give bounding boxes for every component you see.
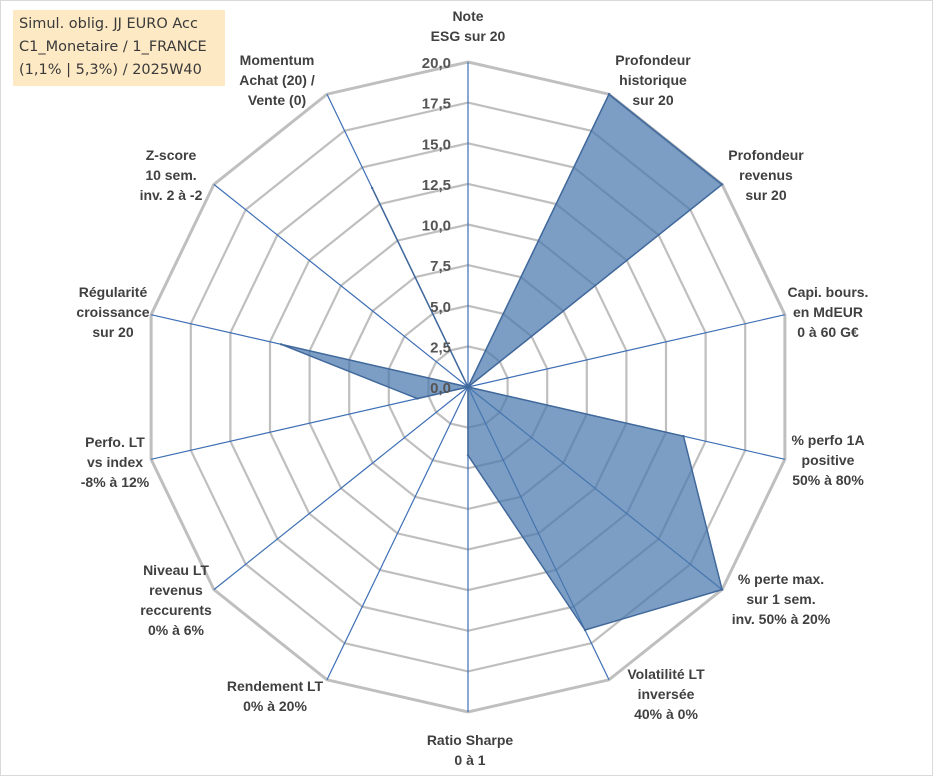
axis-label-line: Régularité bbox=[79, 284, 148, 300]
axis-spoke bbox=[150, 386, 469, 460]
axis-label-line: Capi. bours. bbox=[788, 284, 869, 300]
axis-label-line: -8% à 12% bbox=[81, 474, 150, 490]
axis-label-line: % perte max. bbox=[738, 571, 824, 587]
axis-label: % perfo 1A positive 50% à 80% bbox=[791, 432, 864, 488]
axis-label-line: sur 20 bbox=[92, 324, 133, 340]
axis-label: Perfo. LT vs index -8% à 12% bbox=[81, 434, 150, 490]
axis-label-line: 40% à 0% bbox=[634, 706, 698, 722]
axis-spoke bbox=[213, 386, 469, 591]
info-line-category: C1_Monetaire / 1_FRANCE bbox=[19, 39, 207, 55]
tick-label: 5,0 bbox=[430, 299, 451, 316]
tick-label: 2,5 bbox=[430, 339, 451, 356]
axis-spoke bbox=[326, 386, 469, 681]
axis-label-line: Achat (20) / bbox=[239, 72, 315, 88]
data-point bbox=[279, 343, 283, 346]
info-line-fund: Simul. oblig. JJ EURO Acc bbox=[19, 16, 198, 32]
axis-label-line: 0 à 1 bbox=[454, 752, 485, 768]
radar-tick-labels: 0,0 2,5 5,0 7,5 10,0 12,5 15,0 17,5 20,0 bbox=[422, 55, 451, 397]
axis-label: Niveau LT revenus reccurents 0% à 6% bbox=[140, 562, 212, 638]
axis-label-line: historique bbox=[619, 72, 687, 88]
axis-label-line: inv. 2 à -2 bbox=[140, 187, 203, 203]
axis-label-line: sur 20 bbox=[632, 92, 673, 108]
axis-label: Volatilité LT inversée 40% à 0% bbox=[627, 666, 705, 722]
axis-label-line: 0% à 6% bbox=[148, 622, 205, 638]
axis-label: Rendement LT 0% à 20% bbox=[227, 678, 324, 714]
data-point bbox=[466, 385, 470, 389]
data-point bbox=[720, 183, 724, 186]
data-point bbox=[466, 454, 470, 457]
axis-label-line: 0 à 60 G€ bbox=[797, 324, 859, 340]
radar-series bbox=[279, 93, 724, 632]
data-point bbox=[682, 435, 685, 438]
axis-label: Profondeur historique sur 20 bbox=[615, 52, 691, 108]
axis-label: Régularité croissance sur 20 bbox=[76, 284, 149, 340]
axis-label: Z-score 10 sem. inv. 2 à -2 bbox=[140, 147, 203, 203]
axis-label-line: sur 1 sem. bbox=[746, 591, 815, 607]
axis-label-line: ESG sur 20 bbox=[431, 28, 506, 44]
data-point bbox=[583, 628, 587, 632]
axis-label-line: Perfo. LT bbox=[85, 434, 145, 450]
tick-label: 20,0 bbox=[422, 55, 451, 72]
axis-label-line: inversée bbox=[638, 686, 695, 702]
axis-label-line: 0% à 20% bbox=[243, 698, 307, 714]
axis-label-line: 50% à 80% bbox=[792, 472, 864, 488]
data-point bbox=[607, 93, 611, 96]
axis-spoke bbox=[213, 183, 469, 388]
axis-label-line: croissance bbox=[76, 304, 149, 320]
axis-label-line: Note bbox=[452, 8, 483, 24]
axis-label-line: positive bbox=[802, 452, 855, 468]
axis-label-line: vs index bbox=[87, 454, 143, 470]
series-area bbox=[280, 93, 723, 631]
axis-label-line: revenus bbox=[739, 167, 793, 183]
axis-label-line: sur 20 bbox=[745, 187, 786, 203]
axis-label-line: Profondeur bbox=[615, 52, 691, 68]
axis-label-line: Momentum bbox=[240, 52, 315, 68]
axis-label-line: 10 sem. bbox=[145, 167, 196, 183]
axis-label: % perte max. sur 1 sem. inv. 50% à 20% bbox=[732, 571, 831, 627]
axis-label-line: en MdEUR bbox=[793, 304, 863, 320]
tick-label: 12,5 bbox=[422, 177, 451, 194]
axis-label-line: inv. 50% à 20% bbox=[732, 611, 831, 627]
tick-label: 15,0 bbox=[422, 136, 451, 153]
axis-label-line: % perfo 1A bbox=[791, 432, 864, 448]
axis-label-line: Vente (0) bbox=[248, 92, 306, 108]
tick-label: 0,0 bbox=[430, 380, 451, 397]
axis-label: Note ESG sur 20 bbox=[431, 8, 506, 44]
axis-label-line: Profondeur bbox=[728, 147, 804, 163]
axis-label-line: Ratio Sharpe bbox=[427, 732, 514, 748]
axis-label: Capi. bours. en MdEUR 0 à 60 G€ bbox=[788, 284, 869, 340]
data-point bbox=[720, 588, 724, 591]
tick-label: 17,5 bbox=[422, 96, 451, 113]
axis-label-line: Volatilité LT bbox=[627, 666, 705, 682]
axis-label: Ratio Sharpe 0 à 1 bbox=[427, 732, 514, 768]
axis-label-line: revenus bbox=[149, 582, 203, 598]
axis-label: Profondeur revenus sur 20 bbox=[728, 147, 804, 203]
tick-label: 7,5 bbox=[430, 258, 451, 275]
axis-label-line: Rendement LT bbox=[227, 678, 324, 694]
tick-label: 10,0 bbox=[422, 218, 451, 235]
info-box: Simul. oblig. JJ EURO Acc C1_Monetaire /… bbox=[13, 10, 225, 86]
radar-axis-labels: Note ESG sur 20 Profondeur historique sur 20… bbox=[76, 8, 868, 768]
info-line-period: (1,1% | 5,3%) / 2025W40 bbox=[19, 62, 202, 78]
axis-label-line: Z-score bbox=[146, 147, 197, 163]
data-point bbox=[370, 186, 374, 190]
axis-label-line: Niveau LT bbox=[143, 562, 209, 578]
data-point bbox=[416, 397, 419, 400]
axis-label-line: reccurents bbox=[140, 602, 212, 618]
axis-spoke bbox=[467, 314, 786, 388]
axis-label: Momentum Achat (20) / Vente (0) bbox=[239, 52, 315, 108]
